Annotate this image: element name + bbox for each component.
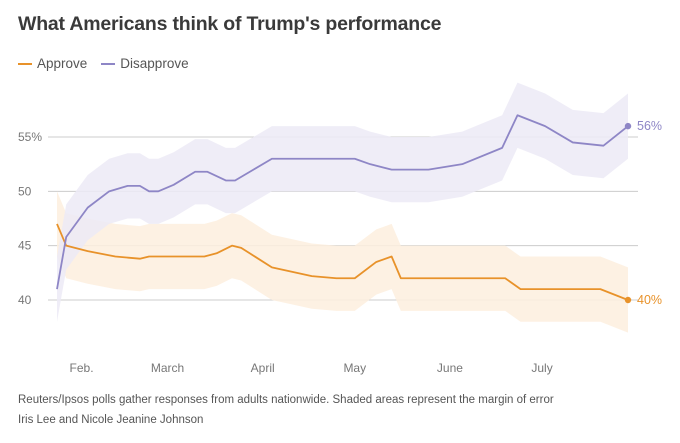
x-tick-label-july: July [531, 361, 552, 375]
y-tick-label-40: 40 [18, 293, 32, 307]
legend-item-approve: Approve [18, 56, 87, 71]
x-tick-label-march: March [151, 361, 184, 375]
footer-credit: Iris Lee and Nicole Jeanine Johnson [18, 414, 204, 426]
legend-swatch-approve [18, 62, 32, 65]
x-tick-label-june: June [437, 361, 463, 375]
margin-band-approve [57, 191, 628, 333]
x-tick-label-feb: Feb. [70, 361, 94, 375]
end-point-disapprove [624, 122, 632, 130]
end-label-disapprove: 56% [637, 119, 662, 133]
x-tick-label-may: May [343, 361, 366, 375]
y-tick-label-50: 50 [18, 184, 32, 198]
end-point-approve [624, 296, 632, 304]
legend-item-disapprove: Disapprove [101, 56, 189, 71]
legend-label-approve: Approve [37, 56, 88, 71]
x-tick-label-april: April [251, 361, 275, 375]
y-tick-label-55: 55% [18, 130, 42, 144]
end-label-approve: 40% [637, 293, 662, 307]
legend-swatch-disapprove [101, 62, 116, 65]
chart-title: What Americans think of Trump's performa… [18, 13, 442, 35]
series-line-disapprove [56, 114, 629, 290]
y-tick-label-45: 45 [18, 239, 32, 253]
series-line-approve [56, 223, 629, 301]
footer-note: Reuters/Ipsos polls gather responses fro… [18, 394, 554, 406]
legend-label-disapprove: Disapprove [120, 56, 189, 71]
legend: Approve Disapprove [18, 56, 203, 71]
margin-band-disapprove [57, 82, 628, 322]
